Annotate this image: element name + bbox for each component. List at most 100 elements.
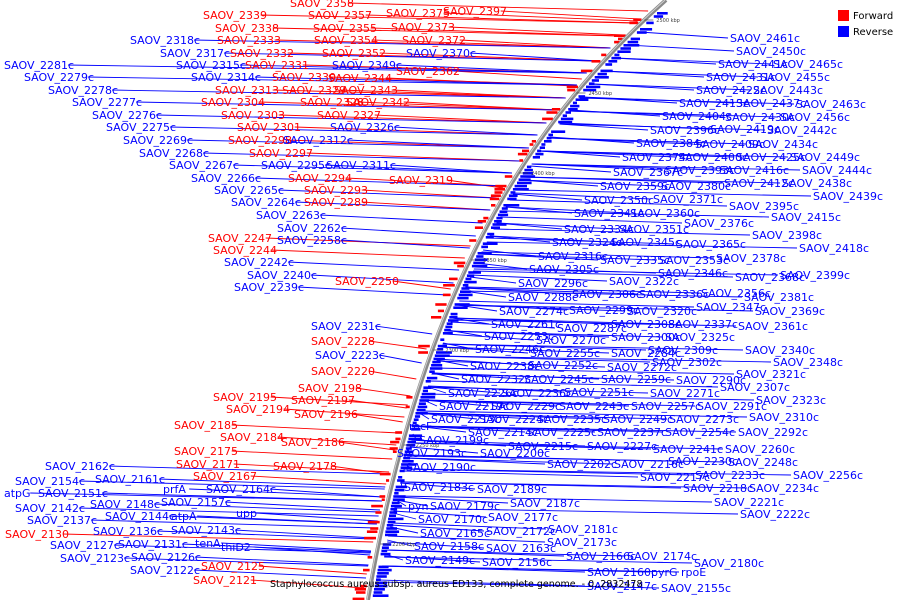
reverse-feature	[397, 479, 405, 482]
reverse-feature	[496, 216, 503, 220]
forward-feature	[494, 188, 505, 191]
gene-label: SAOV_2425c	[736, 151, 806, 164]
gene-label: SAOV_2242c	[224, 256, 294, 269]
label-leader-line	[355, 387, 411, 397]
gene-label: SAOV_2352	[322, 47, 386, 60]
reverse-feature	[404, 450, 413, 453]
label-leader-line	[549, 137, 747, 145]
forward-feature	[491, 204, 496, 207]
label-leader-line	[476, 262, 528, 270]
reverse-feature	[535, 152, 544, 156]
gene-label: SAOV_2333	[217, 34, 281, 47]
gene-label: SAOV_2158c	[414, 540, 484, 553]
gene-label: SAOV_2219c	[439, 400, 509, 413]
gene-label: SAOV_2174c	[627, 550, 697, 563]
gene-label: SAOV_2227c	[587, 440, 657, 453]
reverse-feature	[407, 440, 416, 444]
gene-label: SAOV_2345c	[611, 236, 681, 249]
reverse-feature	[476, 255, 484, 258]
reverse-feature	[391, 501, 400, 505]
gene-label: SAOV_2186	[281, 436, 345, 449]
gene-label: SAOV_2328	[300, 96, 364, 109]
reverse-feature	[630, 37, 640, 41]
label-leader-line	[531, 163, 801, 171]
reverse-feature	[395, 485, 407, 489]
forward-feature	[522, 149, 530, 153]
reverse-feature	[380, 552, 391, 556]
gene-label: SAOV_2136c	[93, 525, 163, 538]
gene-label: SAOV_2137c	[27, 514, 97, 527]
label-leader-line	[374, 325, 433, 335]
gene-label: SAOV_2163c	[486, 542, 556, 555]
gene-label: SAOV_2255c	[530, 347, 600, 360]
reverse-feature	[422, 389, 428, 393]
gene-label: pyn	[408, 500, 428, 513]
gene-label: SAOV_2357	[308, 9, 372, 22]
label-leader-line	[378, 354, 422, 364]
gene-label: SAOV_2189c	[477, 483, 547, 496]
gene-label: SAOV_2236c	[502, 387, 572, 400]
gene-label: SAOV_2144c	[105, 510, 175, 523]
forward-feature	[442, 293, 451, 297]
reverse-feature	[411, 424, 420, 428]
gene-label: SAOV_2397	[443, 5, 507, 18]
reverse-feature	[526, 165, 532, 169]
gene-label: SAOV_2154c	[15, 475, 85, 488]
gene-label: SAOV_2266c	[191, 172, 261, 185]
label-leader-line	[202, 152, 520, 162]
gene-label: SAOV_2151c	[38, 487, 108, 500]
reverse-feature	[434, 354, 450, 357]
gene-label: SAOV_2341c	[574, 207, 644, 220]
reverse-feature	[385, 533, 398, 537]
reverse-feature	[473, 261, 485, 265]
forward-feature	[566, 85, 578, 89]
label-leader-line	[224, 501, 381, 511]
reverse-feature	[636, 31, 647, 34]
label-leader-line	[158, 478, 386, 488]
gene-label: SAOV_2160c	[587, 566, 657, 579]
label-leader-line	[368, 340, 427, 350]
gene-label: SAOV_2430c	[725, 111, 795, 124]
gene-label: SAOV_2318c	[130, 34, 200, 47]
reverse-feature	[464, 280, 477, 284]
label-leader-line	[433, 367, 735, 375]
gene-label: SAOV_2450c	[736, 45, 806, 58]
gene-label: SAOV_2254c	[665, 426, 735, 439]
forward-feature	[633, 18, 642, 21]
forward-feature	[392, 450, 397, 453]
label-leader-line	[409, 446, 479, 454]
gene-label: SAOV_2214c	[468, 426, 538, 439]
reverse-feature	[403, 456, 411, 460]
forward-feature	[379, 495, 386, 498]
reverse-feature	[562, 114, 567, 117]
gene-label: SAOV_2202c	[547, 458, 617, 471]
forward-feature	[381, 498, 385, 501]
gene-label: SAOV_2271c	[650, 387, 720, 400]
gene-label: SAOV_2293	[304, 184, 368, 197]
label-leader-line	[579, 97, 795, 105]
reverse-feature	[415, 412, 428, 415]
gene-label: prfA	[163, 483, 186, 496]
label-leader-line	[387, 541, 485, 549]
label-leader-line	[459, 39, 611, 49]
gene-label: SAOV_2310c	[749, 411, 819, 424]
legend-forward-label: Forward	[853, 11, 893, 22]
gene-label: SAOV_2463c	[796, 98, 866, 111]
gene-label: SAOV_2241c	[653, 443, 723, 456]
label-leader-line	[503, 210, 770, 218]
gene-label: SAOV_2307c	[720, 381, 790, 394]
label-leader-line	[108, 465, 389, 475]
gene-label: SAOV_2247	[208, 232, 272, 245]
label-leader-line	[419, 410, 748, 418]
reverse-feature	[471, 264, 488, 268]
gene-label: SAOV_2131c	[118, 538, 188, 551]
label-leader-line	[395, 64, 587, 74]
gene-label: SAOV_2338	[215, 22, 279, 35]
gene-label: SAOV_2142c	[15, 502, 85, 515]
forward-feature	[504, 175, 513, 178]
label-leader-line	[407, 455, 727, 463]
gene-label: SAOV_2224c	[479, 413, 549, 426]
label-leader-line	[448, 26, 623, 36]
gene-label: SAOV_2367c	[613, 166, 683, 179]
gene-label: SAOV_2256c	[793, 469, 863, 482]
